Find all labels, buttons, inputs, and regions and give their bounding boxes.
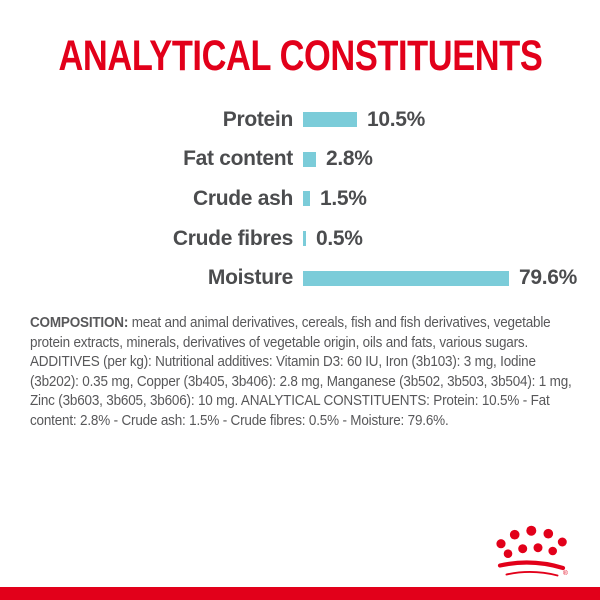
royal-canin-crown-logo: ® <box>496 525 568 577</box>
bar <box>303 231 306 247</box>
composition-line: (3b202): 0.35 mg, Copper (3b405, 3b406):… <box>30 373 572 390</box>
composition-line: COMPOSITION: meat and animal derivatives… <box>30 314 551 334</box>
bar-value: 79.6% <box>519 266 578 290</box>
bar-value: 10.5% <box>367 107 426 131</box>
bar-label: Crude ash <box>193 186 293 210</box>
bar-label: Protein <box>222 107 294 131</box>
chart-row-crude-fibres: Crude fibres 0.5% <box>0 219 600 259</box>
bar-label: Crude fibres <box>172 226 293 250</box>
analytical-constituents-chart: Protein 10.5% Fat content 2.8% Crude ash… <box>0 100 600 298</box>
bar-label: Moisture <box>207 266 293 290</box>
chart-row-moisture: Moisture 79.6% <box>0 258 600 298</box>
bar <box>303 112 357 128</box>
chart-row-protein: Protein 10.5% <box>0 100 600 140</box>
composition-heading: COMPOSITION: <box>30 315 129 331</box>
composition-line-text: meat and animal derivatives, cereals, fi… <box>128 315 551 331</box>
chart-row-crude-ash: Crude ash 1.5% <box>0 179 600 219</box>
crown-dots <box>496 525 567 558</box>
title-wrap: ANALYTICAL CONSTITUENTS <box>0 35 600 78</box>
bar-value: 2.8% <box>326 147 373 171</box>
crown-arc-thick <box>497 560 566 571</box>
bar <box>303 270 509 286</box>
bar <box>303 191 310 207</box>
chart-row-fat-content: Fat content 2.8% <box>0 140 600 180</box>
bar <box>303 151 316 167</box>
composition-line: Zinc (3b603, 3b605, 3b606): 10 mg. ANALY… <box>30 393 550 409</box>
page-title: ANALYTICAL CONSTITUENTS <box>58 32 542 80</box>
bottom-red-bar <box>0 587 600 600</box>
bar-label: Fat content <box>183 147 293 171</box>
composition-text: COMPOSITION: meat and animal derivatives… <box>30 314 590 431</box>
composition-line: protein extracts, minerals, derivatives … <box>30 334 529 351</box>
composition-line: content: 2.8% - Crude ash: 1.5% - Crude … <box>30 412 449 429</box>
composition-line: ADDITIVES (per kg): Nutritional additive… <box>30 354 536 370</box>
registered-mark: ® <box>563 569 568 577</box>
crown-arc-thin <box>505 571 559 577</box>
bar-value: 0.5% <box>316 226 363 250</box>
bar-value: 1.5% <box>320 186 367 210</box>
